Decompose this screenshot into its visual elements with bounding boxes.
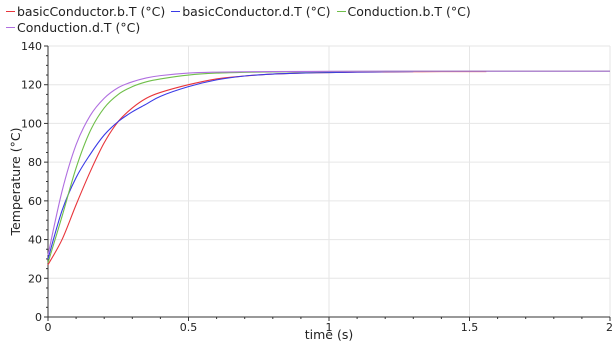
x-axis-label: time (s) <box>305 327 353 342</box>
y-tick-label-0: 0 <box>35 311 42 324</box>
legend-swatch-conduction-d <box>6 27 15 28</box>
legend-swatch-conduction-b <box>336 11 346 12</box>
legend-item-conduction-d[interactable]: Conduction.d.T (°C) <box>6 20 140 36</box>
series-line-1[interactable] <box>47 71 414 260</box>
tick-labels: 0 20 40 60 80 100 120 140 0 0.5 1 1.5 2 <box>21 40 613 334</box>
axes <box>44 45 611 321</box>
y-tick-label-1: 20 <box>28 272 42 285</box>
x-tick-label-2: 1 <box>326 321 333 334</box>
x-tick-label-1: 0.5 <box>180 321 198 334</box>
y-tick-label-4: 80 <box>28 156 42 169</box>
series-line-0[interactable] <box>47 70 487 266</box>
series-line-3[interactable] <box>47 70 611 256</box>
y-tick-label-7: 140 <box>21 40 42 53</box>
legend-swatch-basicconductor-b <box>6 11 15 12</box>
y-axis-label: Temperature (°C) <box>8 128 23 237</box>
x-tick-label-3: 1.5 <box>461 321 479 334</box>
y-tick-label-3: 60 <box>28 195 42 208</box>
series-lines <box>47 70 611 266</box>
legend-label-conduction-b: Conduction.b.T (°C) <box>347 4 471 19</box>
legend-label-basicconductor-b: basicConductor.b.T (°C) <box>17 4 166 19</box>
y-tick-label-5: 100 <box>21 117 42 130</box>
legend-label-basicconductor-d: basicConductor.d.T (°C) <box>182 4 331 19</box>
legend-item-conduction-b[interactable]: Conduction.b.T (°C) <box>336 4 471 20</box>
y-tick-label-6: 120 <box>21 79 42 92</box>
legend: basicConductor.b.T (°C) basicConductor.d.… <box>6 4 566 36</box>
legend-item-basicconductor-d[interactable]: basicConductor.d.T (°C) <box>171 4 331 20</box>
x-tick-label-4: 2 <box>606 321 613 334</box>
legend-swatch-basicconductor-d <box>171 11 181 12</box>
legend-label-conduction-d: Conduction.d.T (°C) <box>17 20 141 35</box>
legend-item-basicconductor-b[interactable]: basicConductor.b.T (°C) <box>6 4 165 20</box>
x-tick-label-0: 0 <box>45 321 52 334</box>
y-tick-label-2: 40 <box>28 234 42 247</box>
